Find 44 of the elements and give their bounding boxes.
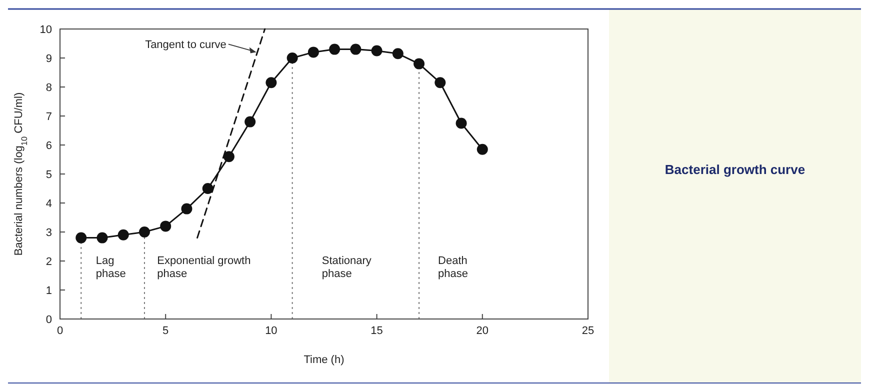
y-tick-label: 2 [46, 256, 52, 268]
point [392, 48, 404, 60]
y-tick-label: 7 [46, 111, 52, 123]
x-axis-title: Time (h) [304, 354, 344, 366]
y-tick-label: 9 [46, 53, 52, 65]
point [223, 151, 234, 162]
point [181, 203, 192, 214]
y-tick-label: 0 [46, 314, 52, 326]
point [96, 232, 108, 244]
annotation: Exponential growth phase [157, 254, 251, 280]
point [118, 229, 129, 240]
annotation: Tangent to curve [145, 39, 226, 52]
x-tick-label: 25 [582, 325, 594, 337]
y-tick-label: 5 [46, 169, 52, 181]
point [202, 183, 214, 194]
point [160, 220, 172, 232]
y-tick-label: 10 [40, 24, 52, 36]
point [266, 77, 277, 88]
text: Bacterial growth curve [664, 162, 806, 177]
annotation: Stationary phase [322, 254, 372, 280]
point [138, 226, 150, 238]
x-tick-label: 5 [162, 325, 169, 337]
y-tick-label: 8 [46, 82, 52, 94]
point [286, 52, 298, 64]
point [244, 116, 256, 128]
annotation: Lag phase [96, 254, 126, 280]
x-tick-label: 20 [476, 325, 489, 337]
x-tick-label: 10 [265, 325, 278, 337]
point [350, 44, 362, 55]
x-tick-label: 15 [370, 325, 383, 337]
y-tick-label: 3 [46, 227, 52, 239]
point [329, 44, 340, 55]
y-tick-label: 4 [46, 198, 52, 210]
x-tick-label: 0 [56, 325, 64, 337]
point [476, 144, 488, 155]
point [456, 118, 467, 129]
point [76, 232, 87, 244]
y-tick-label: 1 [46, 285, 52, 297]
point [414, 58, 425, 70]
annotation: Death phase [438, 254, 468, 280]
point [371, 45, 382, 56]
y-tick-label: 6 [46, 140, 52, 152]
point [308, 46, 319, 58]
point [434, 77, 446, 88]
